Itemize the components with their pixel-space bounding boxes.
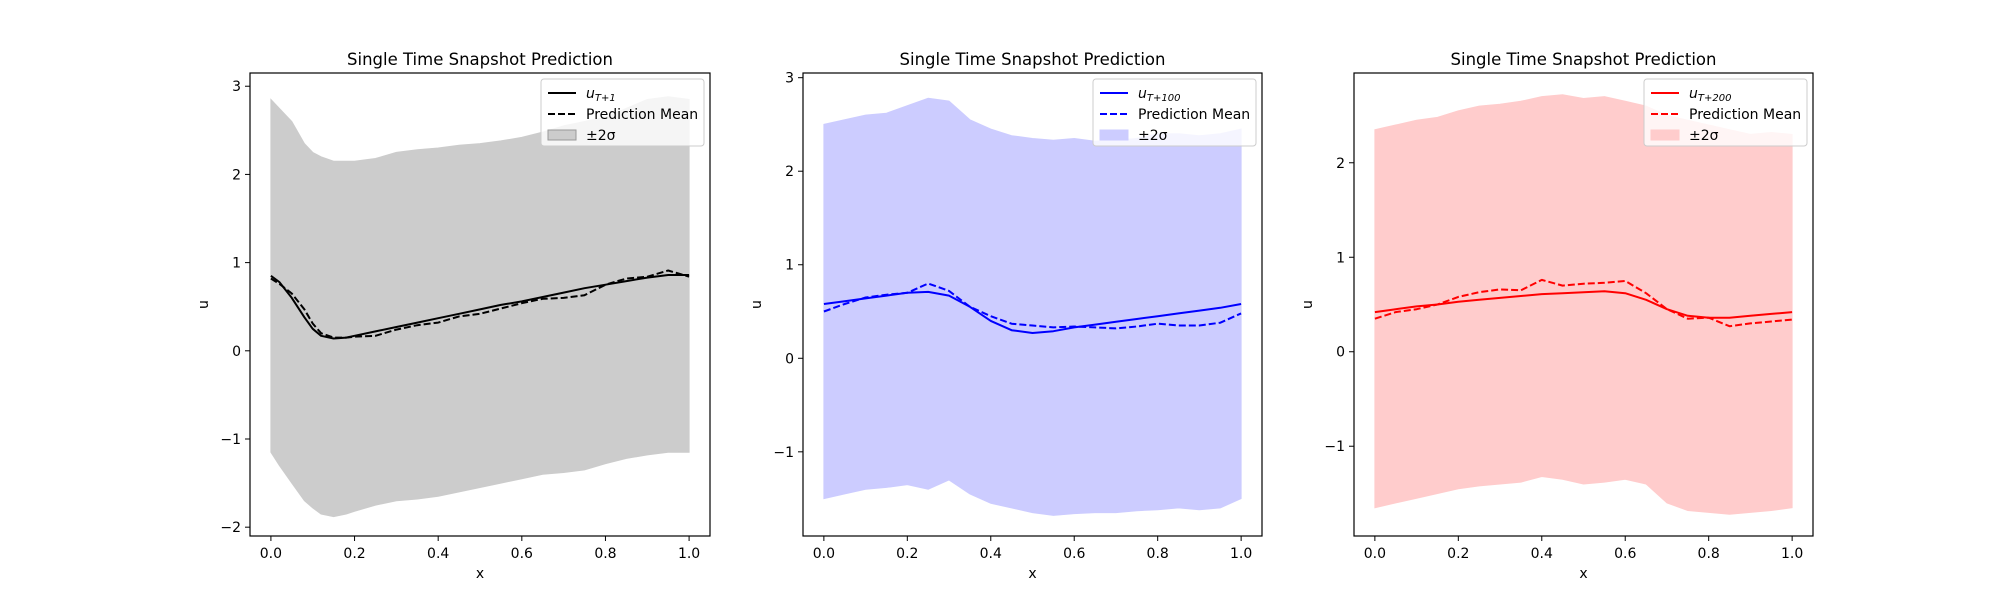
x-tick-label: 0.2 [343, 546, 365, 562]
true-solution-line [270, 274, 690, 340]
legend-box [1643, 78, 1808, 147]
legend-label: uT+200 [1689, 86, 1731, 104]
legend: uT+200 Prediction Mean ±2σ [1643, 78, 1808, 147]
prediction-mean-line [270, 269, 690, 339]
y-tick-label: 3 [232, 79, 241, 95]
y-tick-label: 1 [785, 258, 794, 274]
legend-box [1092, 78, 1257, 147]
y-axis-label: u [749, 300, 765, 309]
x-tick-label: 0.6 [1614, 546, 1636, 562]
legend: uT+100 Prediction Mean ±2σ [1092, 78, 1257, 147]
y-tick-label: −1 [220, 432, 241, 448]
y-tick-label: −1 [773, 445, 794, 461]
uncertainty-band [823, 97, 1242, 516]
chart-panel-3: 0.0 0.2 0.4 0.6 0.8 1.0 −1 0 1 2 x u Single Time Sna… [1300, 50, 1814, 582]
x-tick-label: 0.0 [1364, 546, 1386, 562]
legend-label: ±2σ [586, 128, 616, 144]
y-tick-label: 2 [232, 167, 241, 183]
y-tick-label: 2 [785, 164, 794, 180]
x-tick-label: 0.2 [1447, 546, 1469, 562]
chart-panel-1: 0.0 0.2 0.4 0.6 0.8 1.0 −2 −1 0 1 2 3 x u Single Time … [196, 50, 711, 582]
x-tick-label: 1.0 [1781, 546, 1803, 562]
legend-label: Prediction Mean [1689, 107, 1801, 123]
axes-frame [249, 72, 711, 537]
y-tick-label: −1 [1324, 439, 1345, 455]
x-tick-label: 0.8 [1698, 546, 1720, 562]
y-tick-label: 3 [785, 71, 794, 87]
legend-label: Prediction Mean [1138, 107, 1250, 123]
x-tick-label: 0.2 [896, 546, 918, 562]
y-tick-label: 1 [1336, 250, 1345, 266]
y-tick-label: −2 [220, 520, 241, 536]
x-tick-label: 0.6 [1063, 546, 1085, 562]
legend-label: uT+100 [1138, 86, 1180, 104]
uncertainty-band [1374, 94, 1793, 515]
uncertainty-band [270, 96, 690, 518]
x-tick-label: 0.4 [427, 546, 449, 562]
chart-title: Single Time Snapshot Prediction [347, 50, 613, 69]
x-tick-label: 0.8 [594, 546, 616, 562]
true-solution-line [1374, 290, 1793, 319]
legend-label: Prediction Mean [586, 107, 698, 123]
y-tick-label: 0 [232, 344, 241, 360]
legend: uT+1 Prediction Mean ±2σ [540, 78, 705, 147]
x-tick-label: 1.0 [1230, 546, 1252, 562]
x-tick-label: 0.4 [980, 546, 1002, 562]
axes-frame [802, 72, 1263, 537]
x-axis-label: x [1028, 566, 1036, 582]
prediction-mean-line [823, 282, 1242, 330]
x-tick-label: 0.0 [813, 546, 835, 562]
x-tick-label: 0.0 [260, 546, 282, 562]
x-axis-label: x [476, 566, 484, 582]
legend-label: uT+1 [586, 86, 616, 104]
x-tick-label: 1.0 [678, 546, 700, 562]
y-axis-label: u [196, 300, 212, 309]
y-tick-label: 0 [1336, 345, 1345, 361]
chart-panel-2: 0.0 0.2 0.4 0.6 0.8 1.0 −1 0 1 2 3 x u Single Time Sn… [749, 50, 1263, 582]
legend-label: ±2σ [1138, 128, 1168, 144]
legend-band-swatch [1099, 129, 1129, 141]
legend-band-swatch [1650, 129, 1680, 141]
y-tick-label: 2 [1336, 156, 1345, 172]
y-tick-label: 0 [785, 351, 794, 367]
legend-band-swatch [547, 129, 577, 141]
chart-title: Single Time Snapshot Prediction [1451, 50, 1717, 69]
y-axis-label: u [1300, 300, 1316, 309]
y-tick-label: 1 [232, 256, 241, 272]
prediction-mean-line [1374, 278, 1793, 328]
x-tick-label: 0.6 [511, 546, 533, 562]
chart-title: Single Time Snapshot Prediction [900, 50, 1166, 69]
x-tick-label: 0.8 [1147, 546, 1169, 562]
x-axis-label: x [1579, 566, 1587, 582]
legend-label: ±2σ [1689, 128, 1719, 144]
x-tick-label: 0.4 [1531, 546, 1553, 562]
legend-box [540, 78, 705, 147]
axes-frame [1353, 72, 1814, 537]
